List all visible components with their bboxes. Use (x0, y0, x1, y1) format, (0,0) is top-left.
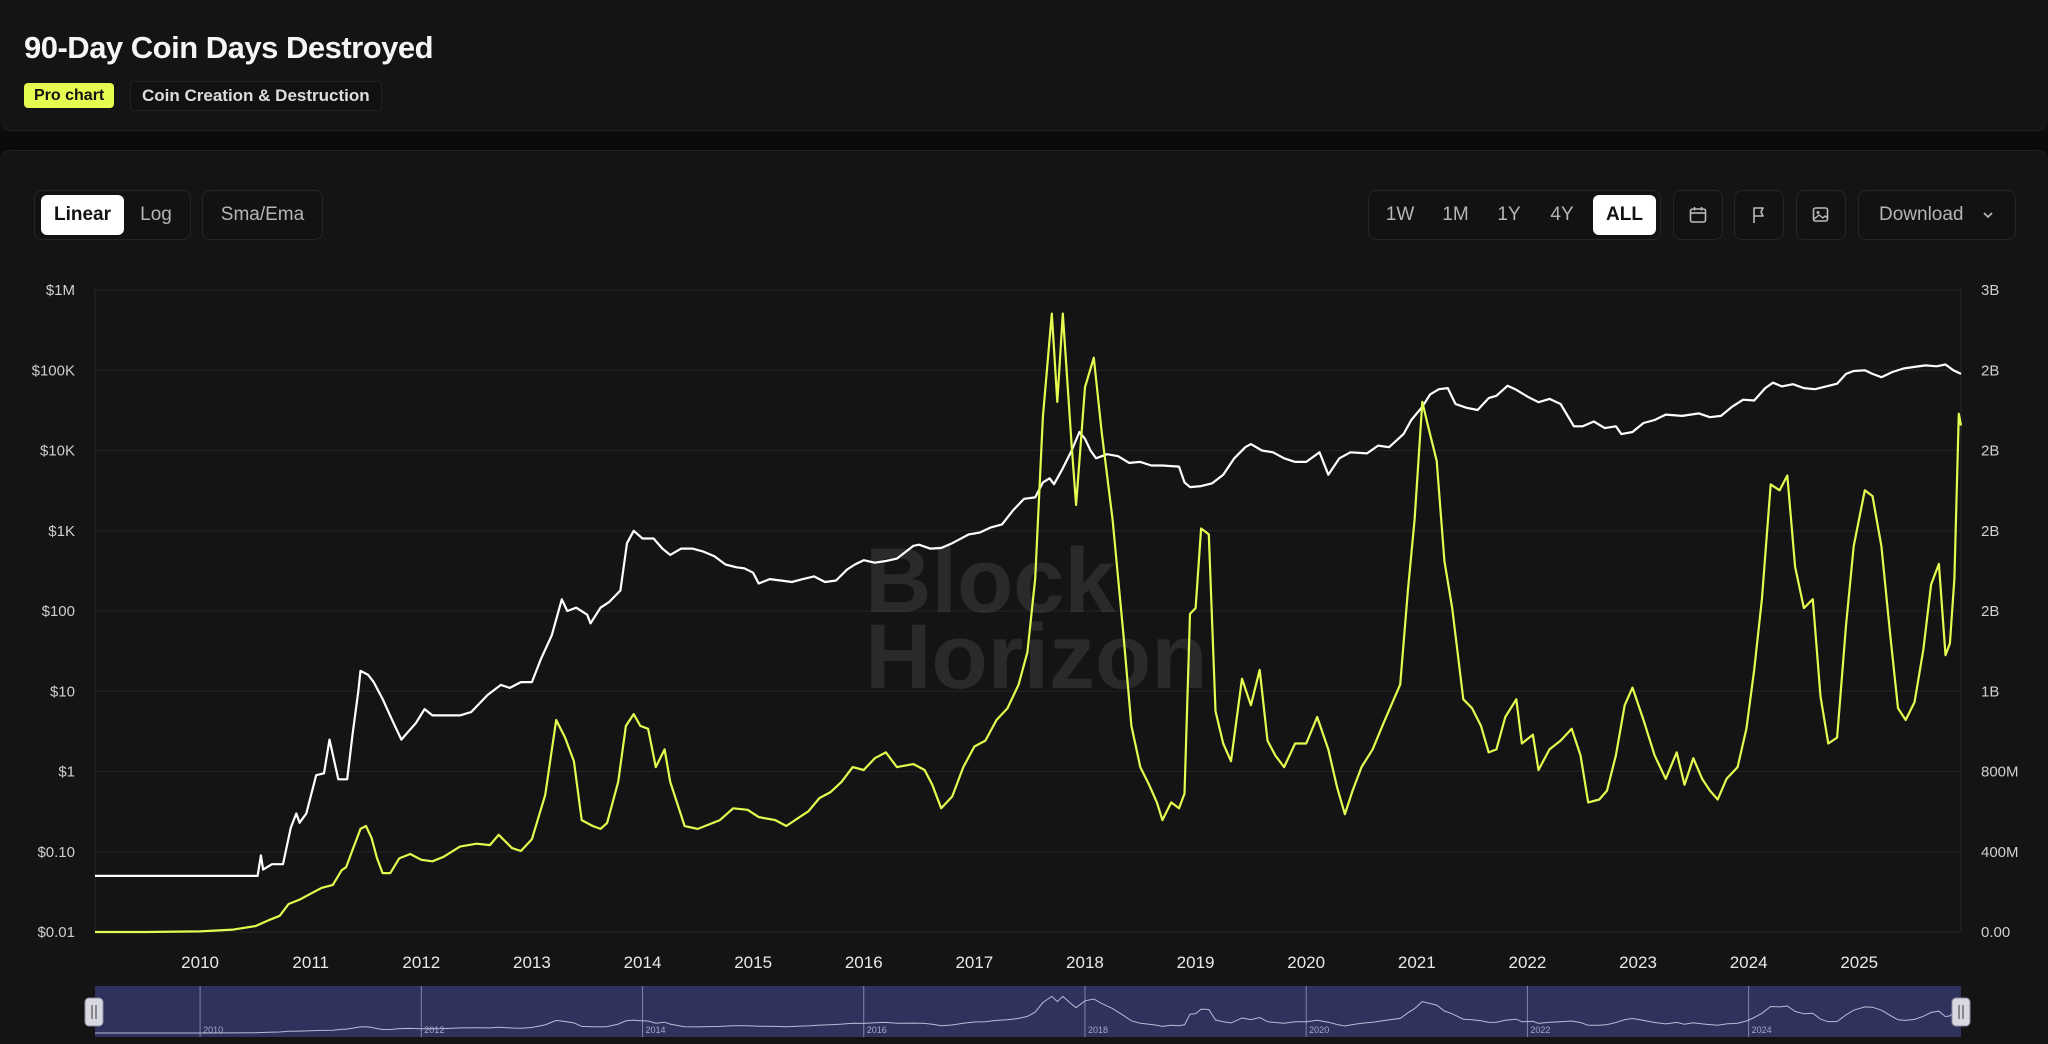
navigator-tick-label: 2024 (1752, 1025, 1772, 1035)
navigator-tick-label: 2012 (424, 1025, 444, 1035)
navigator-tick-label: 2022 (1530, 1025, 1550, 1035)
navigator-tick-label: 2010 (203, 1025, 223, 1035)
navigator-tick-label: 2016 (867, 1025, 887, 1035)
navigator-left-handle[interactable] (85, 998, 103, 1026)
navigator-right-handle[interactable] (1952, 998, 1970, 1026)
navigator-tick-label: 2018 (1088, 1025, 1108, 1035)
navigator-track[interactable] (95, 986, 1961, 1037)
navigator-tick-label: 2020 (1309, 1025, 1329, 1035)
navigator-tick-label: 2014 (646, 1025, 666, 1035)
